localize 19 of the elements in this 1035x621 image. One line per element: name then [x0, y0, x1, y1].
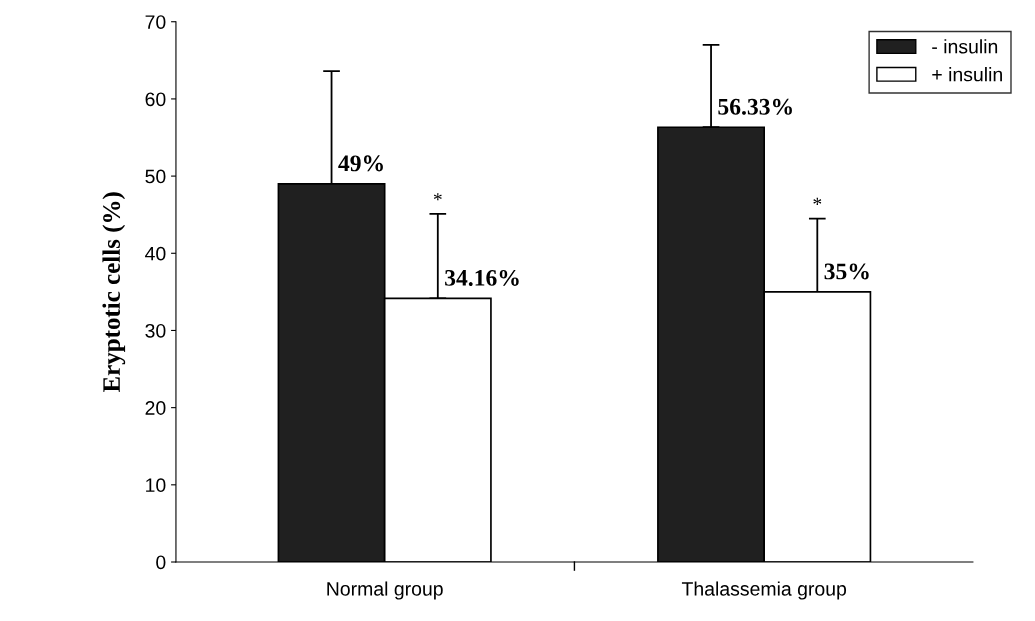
x-tick-label: Thalassemia group: [681, 581, 847, 600]
annotation: *: [813, 197, 822, 205]
y-tick-label: 10: [146, 478, 166, 493]
y-tick-label: 50: [145, 169, 166, 184]
data-label: 49%: [338, 155, 383, 172]
data-label: 34.16%: [445, 269, 519, 286]
legend-label: + insulin: [932, 67, 1002, 82]
x-tick-label: Normal group: [327, 581, 443, 600]
legend-label: - insulin: [932, 39, 998, 54]
y-tick-label: 60: [145, 92, 166, 107]
y-tick-label: 30: [145, 323, 166, 338]
y-tick-label: 0: [156, 555, 166, 570]
data-label: 56.33%: [718, 98, 792, 115]
data-label: 35%: [824, 263, 869, 280]
y-tick-label: 70: [145, 15, 166, 29]
y-axis-title: Eryptotic cells (%): [102, 192, 126, 393]
y-tick-label: 40: [145, 246, 166, 261]
annotation: *: [433, 193, 442, 201]
y-tick-label: 20: [145, 401, 166, 415]
